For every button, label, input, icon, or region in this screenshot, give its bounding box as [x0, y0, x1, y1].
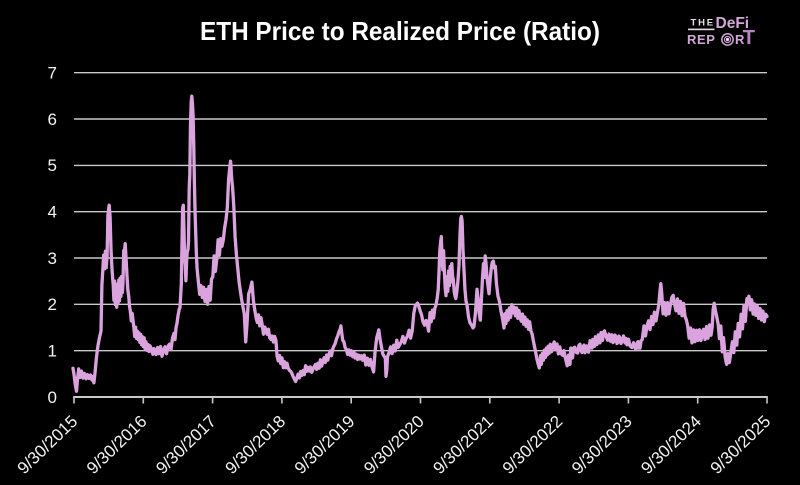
svg-text:9/30/2019: 9/30/2019 — [291, 412, 359, 478]
svg-text:REP: REP — [687, 32, 716, 47]
svg-text:6: 6 — [48, 110, 57, 129]
svg-text:9/30/2017: 9/30/2017 — [152, 412, 220, 478]
svg-text:3: 3 — [48, 249, 57, 268]
svg-text:9/30/2021: 9/30/2021 — [429, 412, 497, 478]
svg-text:9/30/2015: 9/30/2015 — [14, 412, 82, 478]
svg-text:9/30/2020: 9/30/2020 — [360, 412, 428, 478]
svg-text:7: 7 — [48, 64, 57, 83]
svg-text:0: 0 — [48, 388, 57, 407]
svg-text:DeFi: DeFi — [716, 15, 750, 32]
svg-text:5: 5 — [48, 156, 57, 175]
svg-text:2: 2 — [48, 295, 57, 314]
svg-text:THE: THE — [691, 18, 715, 29]
svg-text:4: 4 — [48, 203, 57, 222]
svg-text:9/30/2016: 9/30/2016 — [83, 412, 151, 478]
svg-text:9/30/2018: 9/30/2018 — [222, 412, 290, 478]
svg-text:9/30/2023: 9/30/2023 — [568, 412, 636, 478]
svg-text:1: 1 — [48, 342, 57, 361]
svg-text:9/30/2025: 9/30/2025 — [707, 412, 775, 478]
svg-text:R: R — [735, 32, 745, 47]
svg-text:9/30/2022: 9/30/2022 — [499, 412, 567, 478]
svg-text:9/30/2024: 9/30/2024 — [637, 412, 705, 478]
svg-text:T: T — [743, 27, 755, 49]
